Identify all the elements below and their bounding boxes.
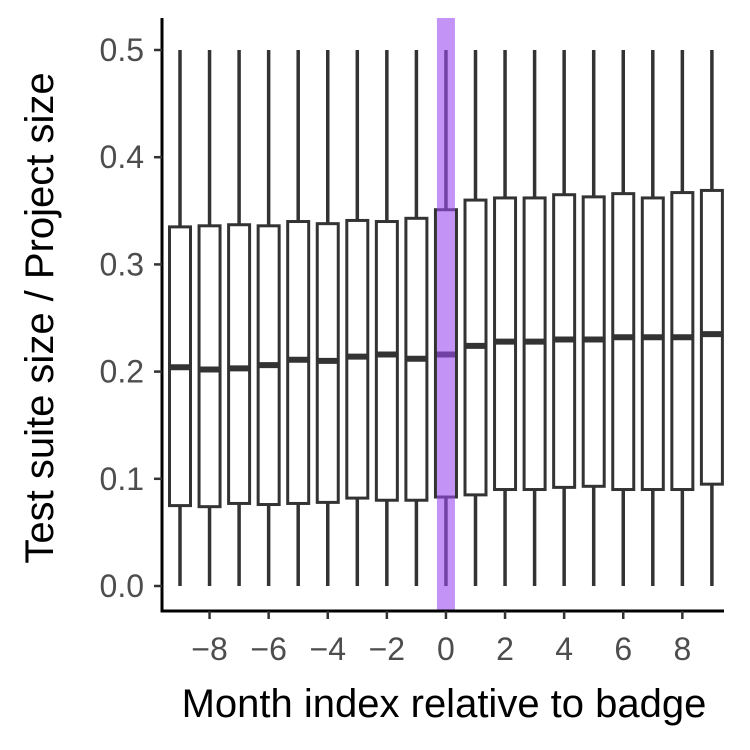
y-tick-label: 0.3: [100, 246, 144, 282]
y-tick-label: 0.5: [100, 32, 144, 68]
box-x6: [611, 50, 636, 586]
y-tick-label: 0.4: [100, 139, 144, 175]
box-iqr: [197, 224, 222, 509]
box-x2: [493, 50, 518, 586]
box-x9: [699, 50, 724, 586]
box-iqr: [699, 188, 724, 486]
x-tick-label: 8: [673, 631, 691, 667]
box-iqr: [611, 192, 636, 492]
box-x-1: [404, 50, 429, 586]
box-x-3: [345, 50, 370, 586]
box-x-4: [315, 50, 340, 586]
boxes-group: [168, 50, 724, 586]
box-iqr: [227, 223, 252, 505]
x-tick-label: 0: [437, 631, 455, 667]
box-x7: [640, 50, 665, 586]
y-tick-label: 0.0: [100, 568, 144, 604]
box-iqr: [670, 191, 695, 492]
box-x-8: [197, 50, 222, 586]
x-tick-label: −2: [369, 631, 405, 667]
x-tick-label: 6: [614, 631, 632, 667]
box-x-2: [374, 50, 399, 586]
y-axis-title: Test suite size / Project size: [18, 72, 62, 563]
box-x-9: [168, 50, 192, 586]
x-tick-label: 4: [555, 631, 573, 667]
y-tick-label: 0.1: [100, 461, 144, 497]
box-x-7: [227, 50, 252, 586]
box-x-6: [256, 50, 281, 586]
x-tick-label: −8: [191, 631, 227, 667]
box-iqr: [374, 220, 399, 502]
y-tick-label: 0.2: [100, 354, 144, 390]
badge-highlight-band: [436, 18, 455, 611]
box-x-5: [286, 50, 311, 586]
x-tick-label: −6: [250, 631, 286, 667]
box-x4: [552, 50, 577, 586]
x-axis-title: Month index relative to badge: [182, 682, 707, 726]
box-x3: [522, 50, 547, 586]
box-x1: [463, 50, 488, 586]
x-tick-label: 2: [496, 631, 514, 667]
x-tick-label: −4: [310, 631, 346, 667]
box-iqr: [640, 196, 665, 492]
box-x5: [581, 50, 606, 586]
box-x8: [670, 50, 695, 586]
